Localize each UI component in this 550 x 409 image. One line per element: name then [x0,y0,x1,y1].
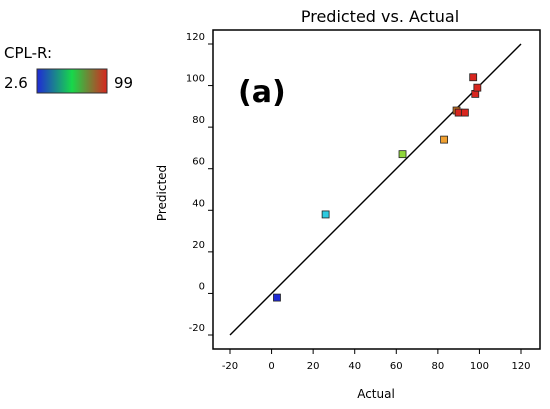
data-point [469,73,478,82]
y-tick-label: 120 [186,32,205,43]
y-tick-label: 60 [192,157,205,168]
chart-title: Predicted vs. Actual [301,7,459,26]
x-tick-label: 20 [307,361,320,372]
x-axis-label: Actual [357,387,395,401]
y-tick-label: 80 [192,115,205,126]
color-legend: CPL-R: 2.6 99 [4,44,133,94]
data-point [398,150,407,159]
data-point [440,135,448,144]
y-tick-label: 0 [199,281,205,292]
x-tick-label: 60 [390,361,403,372]
y-tick-label: 40 [192,198,205,209]
x-tick-label: 100 [470,361,489,372]
x-tick-label: 120 [511,361,530,372]
y-tick-label: -20 [189,323,205,334]
plot-frame [212,29,541,350]
data-point [321,210,330,219]
y-tick-label: 20 [192,240,205,251]
data-points [273,73,482,302]
legend-max-label: 99 [114,74,133,92]
data-point [273,293,281,302]
data-point [460,108,469,117]
y-tick-label: 100 [186,74,205,85]
x-tick-label: 40 [348,361,361,372]
x-tick-label: -20 [222,361,238,372]
legend-title: CPL-R: [4,44,52,62]
legend-gradient-bar [36,68,108,94]
data-point [473,83,482,92]
x-tick-label: 0 [268,361,274,372]
x-tick-label: 80 [431,361,444,372]
y-axis-label: Predicted [155,165,169,221]
axis-ticks: -20 0 20 40 60 80 100 120 -20 0 20 40 60 80 100 120 [186,32,531,372]
panel-annotation: (a) [238,75,286,110]
legend-min-label: 2.6 [4,74,28,92]
